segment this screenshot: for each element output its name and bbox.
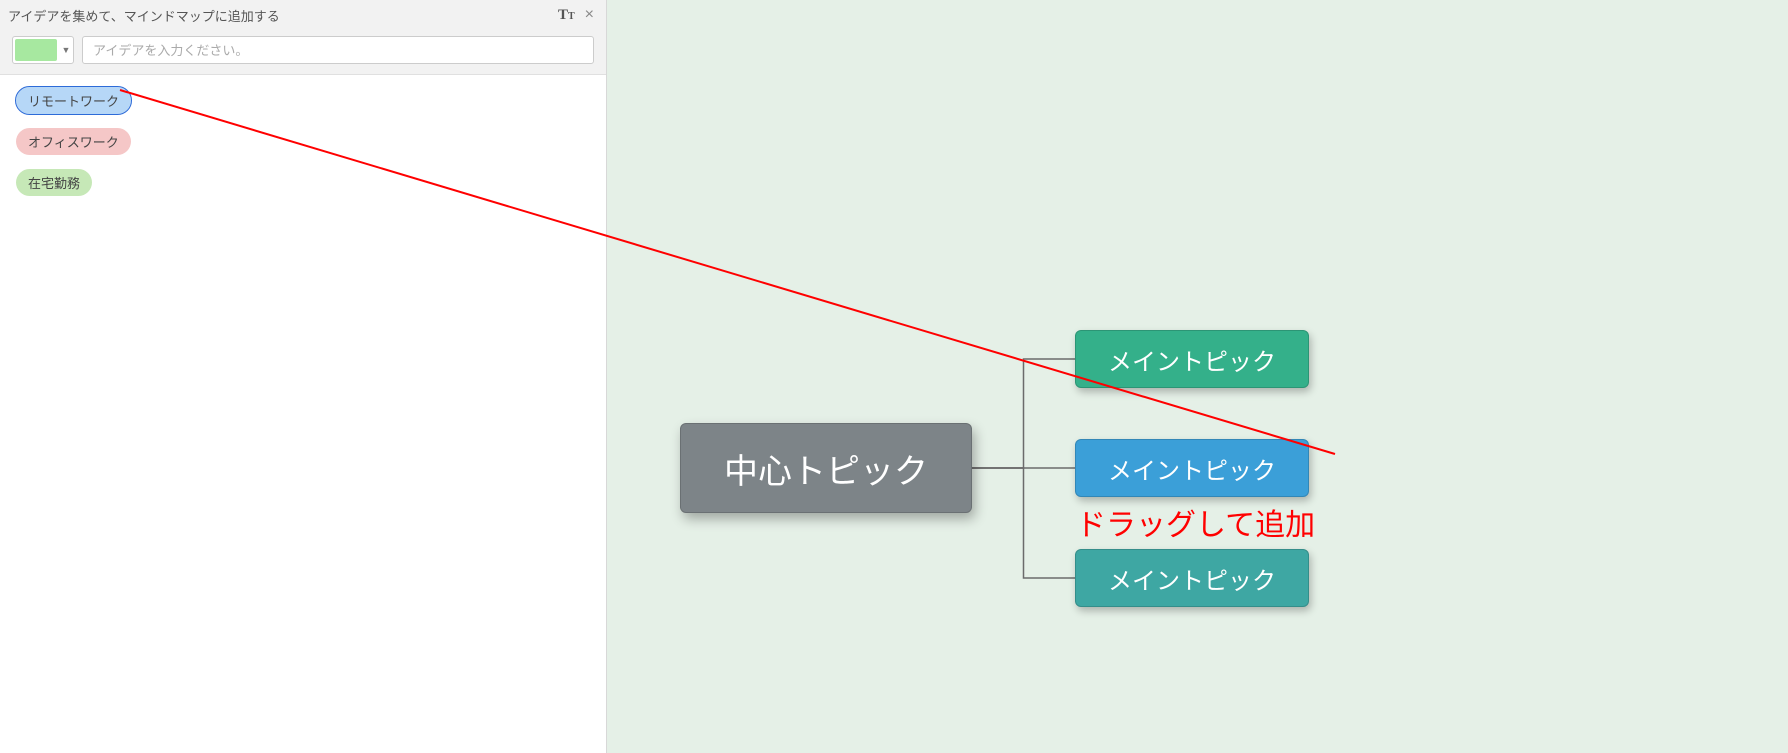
ideas-list: リモートワークオフィスワーク在宅勤務: [0, 74, 606, 753]
color-chip: [15, 39, 57, 61]
sidebar-header: アイデアを集めて、マインドマップに追加する TT ×: [0, 0, 606, 30]
ideas-sidebar: アイデアを集めて、マインドマップに追加する TT × ▼ リモートワークオフィス…: [0, 0, 607, 753]
central-topic-node[interactable]: 中心トピック: [680, 423, 972, 513]
main-topic-node[interactable]: メイントピック: [1075, 439, 1309, 497]
chevron-down-icon[interactable]: ▼: [59, 45, 73, 55]
sidebar-title: アイデアを集めて、マインドマップに追加する: [8, 6, 552, 25]
annotation-text: ドラッグして追加: [1076, 500, 1315, 544]
idea-pill[interactable]: 在宅勤務: [16, 169, 92, 196]
idea-pill[interactable]: リモートワーク: [16, 87, 131, 114]
idea-input[interactable]: [82, 36, 594, 64]
main-topic-node[interactable]: メイントピック: [1075, 330, 1309, 388]
text-style-icon[interactable]: TT: [552, 7, 581, 24]
main-topic-node[interactable]: メイントピック: [1075, 549, 1309, 607]
mindmap-canvas[interactable]: 中心トピックメイントピックメイントピックメイントピックドラッグして追加: [607, 0, 1788, 753]
close-icon[interactable]: ×: [581, 6, 598, 24]
color-picker[interactable]: ▼: [12, 36, 74, 64]
idea-input-row: ▼: [0, 30, 606, 74]
idea-pill[interactable]: オフィスワーク: [16, 128, 131, 155]
